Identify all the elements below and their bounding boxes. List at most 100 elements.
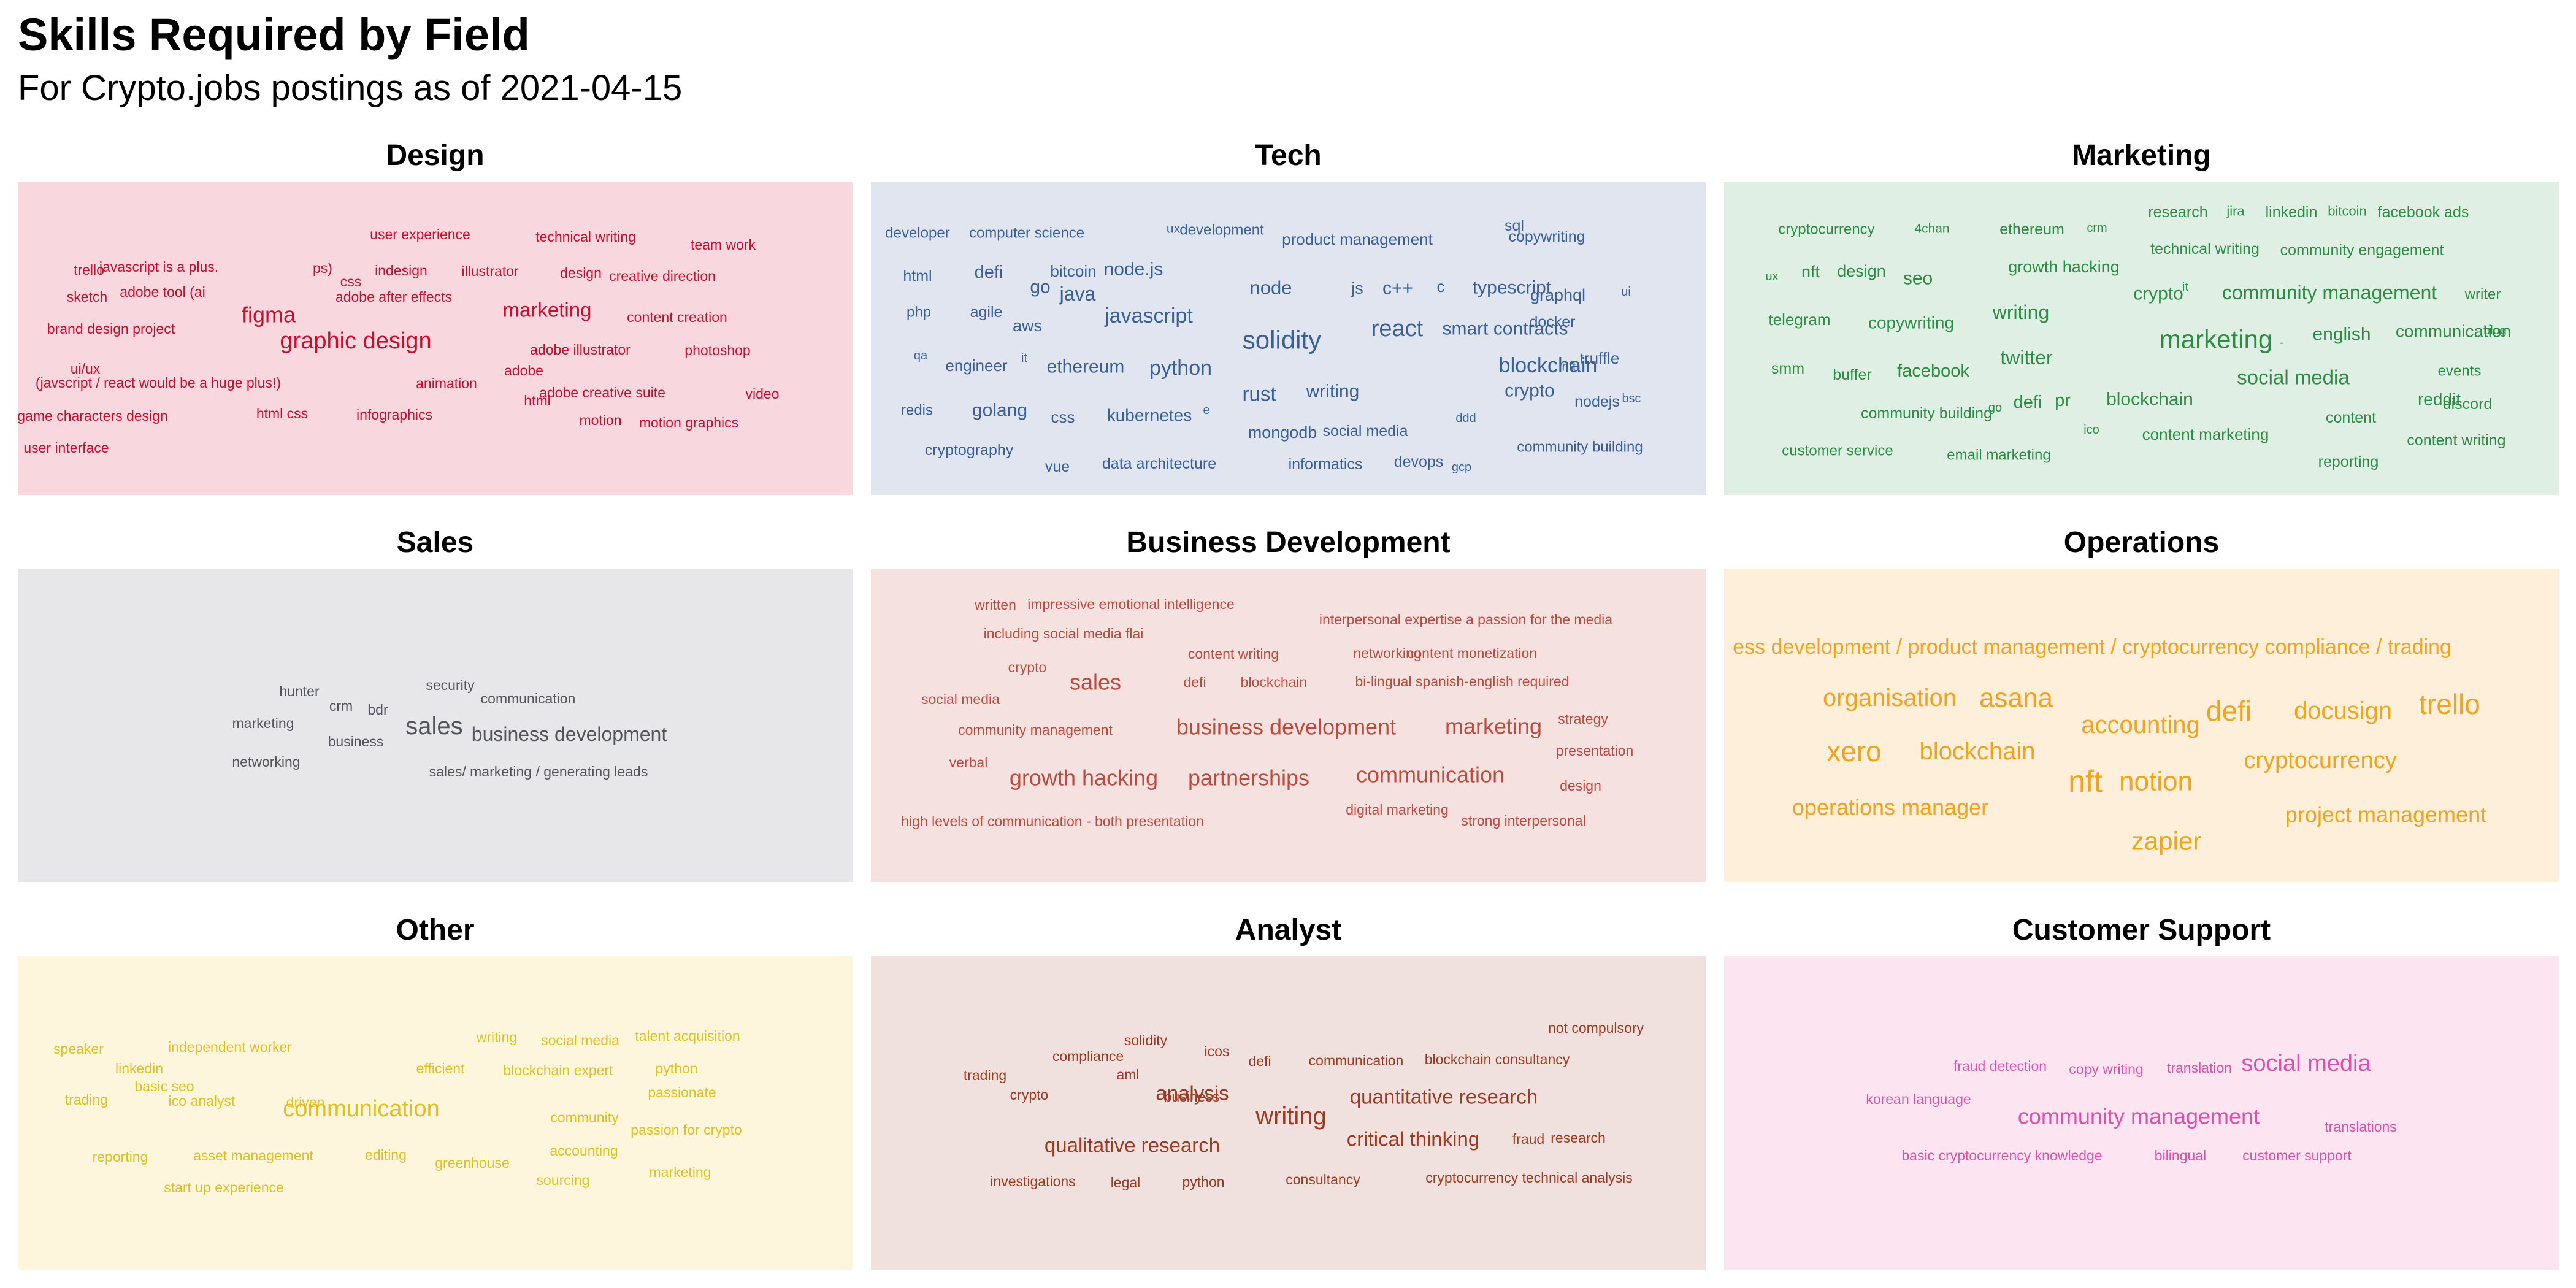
word-label: bdr: [367, 702, 388, 718]
word-label: crypto: [1008, 659, 1047, 675]
word-label: reporting: [93, 1149, 148, 1165]
word-label: sales/ marketing / generating leads: [429, 764, 648, 780]
word-label: java: [1059, 283, 1096, 305]
word-label: blockchain expert: [504, 1062, 614, 1078]
word-label: writing: [1255, 1103, 1327, 1130]
word-label: fraud detection: [1953, 1058, 2047, 1074]
word-label: hunter: [279, 683, 320, 699]
word-label: content writing: [2407, 432, 2505, 449]
word-label: passionate: [648, 1084, 716, 1100]
word-label: research: [2148, 204, 2207, 221]
word-label: go: [1988, 401, 2002, 415]
word-label: indesign: [375, 263, 427, 278]
word-label: gcp: [1452, 461, 1471, 474]
word-label: jira: [2226, 204, 2245, 219]
word-label: 4chan: [1914, 222, 1949, 236]
word-label: adobe creative suite: [539, 385, 665, 401]
word-label: nft: [1562, 360, 1576, 374]
word-label: ethereum: [1999, 221, 2064, 238]
word-label: bi-lingual spanish-english required: [1355, 673, 1569, 689]
word-label: graphic design: [280, 328, 431, 354]
word-label: marketing: [503, 299, 592, 321]
wordcloud-analyst: not compulsory solidity icos compliance defi…: [871, 956, 1706, 1270]
word-label: infographics: [356, 407, 432, 423]
word-label: design: [1837, 262, 1886, 280]
word-label: translations: [2325, 1119, 2397, 1135]
word-label: e: [1203, 404, 1209, 417]
word-label: seo: [1903, 269, 1933, 289]
word-label: informatics: [1289, 456, 1363, 473]
wordcloud-tech: developer computer science ux development pr…: [871, 182, 1706, 495]
word-label: community: [550, 1110, 619, 1125]
word-label: ico: [2083, 423, 2099, 437]
word-label: nft: [2068, 764, 2103, 799]
word-label: business: [1164, 1089, 1220, 1105]
word-label: content monetization: [1407, 645, 1537, 661]
word-label: networking: [1353, 645, 1421, 661]
word-label: python: [655, 1060, 697, 1076]
word-label: docker: [1529, 313, 1575, 331]
word-label: copywriting: [1508, 228, 1585, 245]
word-label: ps): [313, 260, 332, 276]
word-label: security: [426, 677, 475, 693]
word-label: growth hacking: [1010, 765, 1158, 791]
word-label: adobe: [504, 362, 543, 378]
word-label: bsc: [1622, 392, 1641, 405]
word-label: content creation: [627, 309, 727, 325]
word-label: critical thinking: [1347, 1128, 1479, 1151]
word-label: team work: [691, 237, 756, 253]
word-label: project management: [2285, 802, 2486, 827]
word-label: crypto: [2133, 284, 2183, 304]
word-label: mongodb: [1248, 423, 1317, 442]
word-label: ui/ux: [71, 361, 101, 377]
word-label: writing: [1306, 381, 1360, 402]
word-label: strategy: [1558, 711, 1608, 727]
word-label: linkedin: [2266, 204, 2318, 221]
word-label: video: [746, 386, 780, 402]
word-label: growth hacking: [2008, 258, 2120, 276]
word-label: customer service: [1782, 443, 1893, 459]
word-label: php: [907, 304, 931, 321]
word-label: reddit: [2418, 390, 2461, 409]
word-label: truffle: [1580, 349, 1620, 367]
word-label: ux: [1765, 270, 1778, 283]
panel-title-business-development: Business Development: [1126, 526, 1451, 559]
word-label: bitcoin: [2328, 204, 2367, 219]
word-label: accounting: [2081, 711, 2199, 738]
word-label: javascript: [1104, 304, 1193, 328]
word-label: business development: [472, 723, 667, 745]
word-label: independent worker: [168, 1039, 292, 1055]
word-label: adobe illustrator: [530, 342, 631, 358]
word-label: ddd: [1455, 412, 1476, 425]
word-label: digital marketing: [1346, 802, 1448, 818]
word-label: ess development / product management / c…: [1733, 635, 2451, 659]
word-label: cryptocurrency: [2244, 748, 2396, 773]
word-label: (javscript / react would be a huge plus!…: [36, 375, 281, 391]
word-label: illustrator: [461, 263, 519, 279]
word-label: community management: [958, 722, 1113, 738]
word-label: blockchain consultancy: [1425, 1051, 1570, 1067]
word-label: marketing: [232, 715, 294, 731]
word-label: js: [1351, 279, 1363, 297]
word-label: community engagement: [2280, 242, 2444, 259]
word-label: it: [2182, 280, 2188, 294]
wordcloud-business-development: written impressive emotional intelligence…: [871, 569, 1706, 882]
wordcloud-operations: ess development / product management / c…: [1724, 569, 2559, 882]
word-label: social media: [921, 691, 1000, 707]
word-label: social media: [2237, 366, 2350, 389]
panel-title-tech: Tech: [1255, 139, 1322, 172]
word-label: customer support: [2242, 1148, 2352, 1163]
panel-title-analyst: Analyst: [1235, 914, 1342, 946]
word-label: fraud: [1512, 1131, 1544, 1147]
word-label: devops: [1394, 453, 1444, 470]
word-label: compliance: [1052, 1048, 1124, 1064]
word-label: design: [560, 265, 602, 281]
word-label: high levels of communication - both pres…: [901, 813, 1204, 829]
word-label: communication: [1309, 1052, 1404, 1068]
word-label: node.js: [1104, 259, 1163, 280]
wordcloud-design: user experience technical writing team wor…: [18, 182, 853, 495]
word-label: passion for crypto: [631, 1122, 742, 1138]
word-label: blockchain: [1241, 674, 1308, 690]
word-label: buffer: [1833, 366, 1871, 383]
word-label: copywriting: [1868, 313, 1954, 332]
